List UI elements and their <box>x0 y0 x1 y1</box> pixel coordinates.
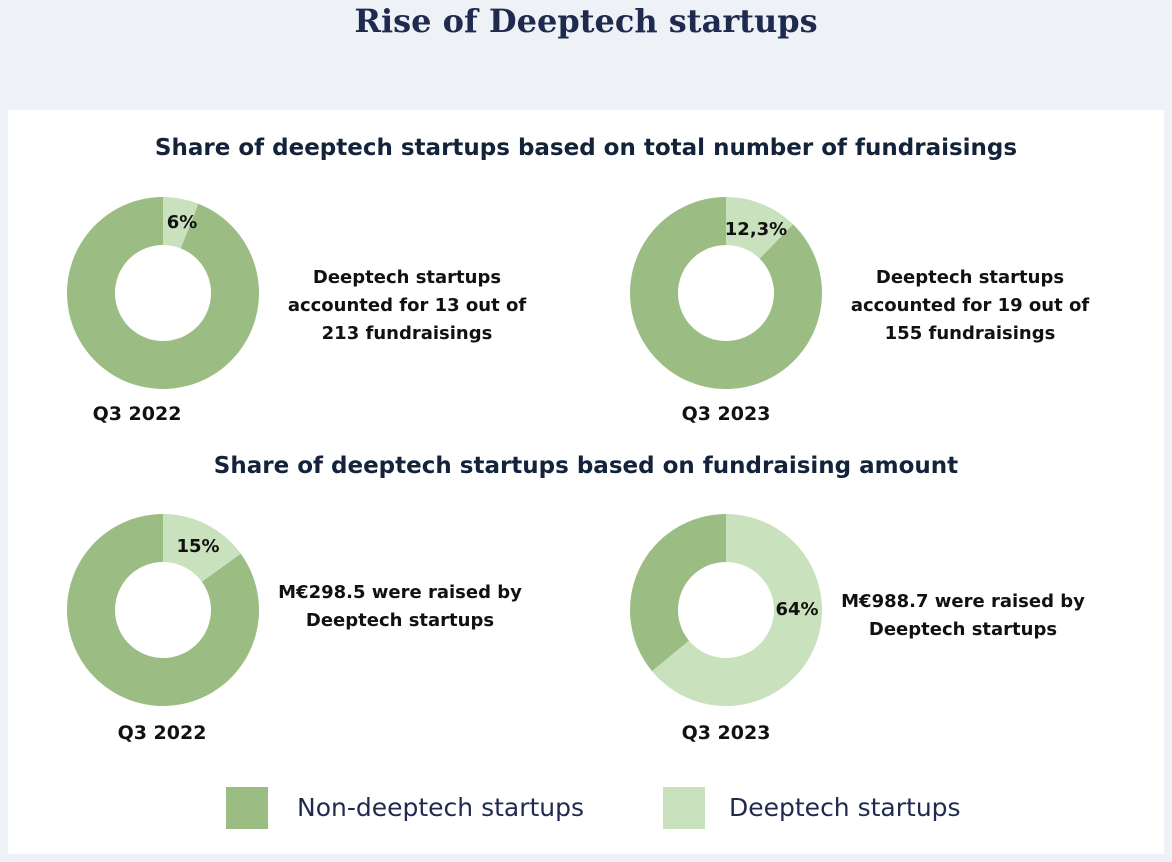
legend-swatch-deeptech <box>663 787 705 829</box>
legend-label-non-deeptech: Non-deeptech startups <box>297 793 585 822</box>
donut-slice-label: 12,3% <box>725 219 787 240</box>
chart-description: Deeptech startups accounted for 19 out o… <box>850 267 1090 344</box>
chart-description: M€298.5 were raised by Deeptech startups <box>278 582 522 631</box>
donut-slice-deeptech <box>163 514 241 582</box>
donut-slice-label: 64% <box>775 599 818 620</box>
chart-description: M€988.7 were raised by Deeptech startups <box>841 591 1085 640</box>
donut-chart-amount-q3-2022: 15% <box>67 514 260 706</box>
donut-slice-deeptech <box>163 197 199 249</box>
period-label: Q3 2022 <box>117 722 207 744</box>
chart-description: Deeptech startups accounted for 13 out o… <box>287 267 527 344</box>
period-label: Q3 2022 <box>92 403 182 425</box>
donut-slice-non-deeptech <box>630 514 726 672</box>
period-label: Q3 2023 <box>681 403 771 425</box>
donut-slice-non-deeptech <box>630 197 822 389</box>
legend-label-deeptech: Deeptech startups <box>729 793 961 822</box>
section-title-amount: Share of deeptech startups based on fund… <box>213 453 959 479</box>
donut-slice-non-deeptech <box>67 514 260 706</box>
donut-slice-label: 15% <box>176 536 219 557</box>
donut-slice-label: 6% <box>167 212 198 233</box>
legend-swatch-non-deeptech <box>226 787 268 829</box>
donut-chart-amount-q3-2023: 64% <box>630 514 822 706</box>
donut-slice-deeptech <box>726 197 794 259</box>
donut-slice-deeptech <box>652 514 822 706</box>
period-label: Q3 2023 <box>681 722 771 744</box>
donut-chart-count-q3-2022: 6% <box>66 197 259 389</box>
section-title-count: Share of deeptech startups based on tota… <box>154 135 1018 161</box>
page-title: Rise of Deeptech startups <box>354 2 818 40</box>
donut-slice-non-deeptech <box>66 197 259 389</box>
donut-chart-count-q3-2023: 12,3% <box>630 197 822 389</box>
